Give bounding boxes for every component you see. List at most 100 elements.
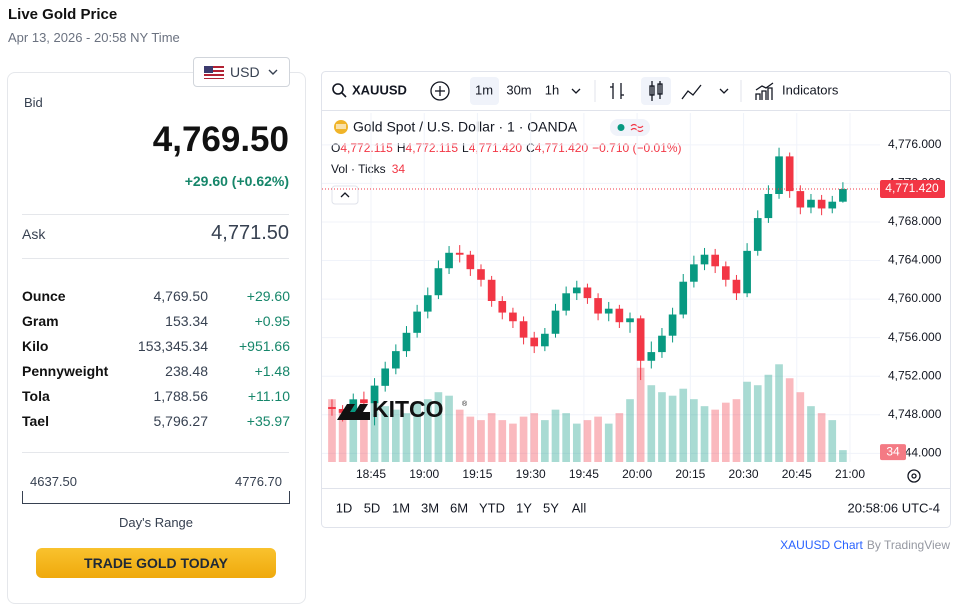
unit-price: 153.34 — [165, 313, 208, 329]
candle-body — [828, 201, 837, 209]
volume-bar — [551, 409, 560, 462]
range-button[interactable]: 1D — [336, 500, 353, 515]
collapse-button[interactable] — [331, 185, 359, 205]
bars-icon[interactable] — [610, 83, 624, 99]
compare-button[interactable] — [430, 81, 450, 101]
interval[interactable]: 30m — [506, 82, 531, 97]
volume-bar — [572, 423, 581, 462]
y-tick-label: 4,764.000 — [888, 253, 942, 267]
interval-menu[interactable] — [571, 88, 581, 94]
volume-bar — [328, 399, 336, 462]
unit-name: Tola — [22, 388, 50, 404]
candle-body — [328, 407, 336, 409]
candles-icon[interactable] — [649, 81, 663, 101]
chart-type-active — [641, 77, 671, 105]
range-button[interactable]: 1Y — [516, 500, 532, 515]
currency-select[interactable]: USD — [193, 57, 290, 87]
settings-icon[interactable] — [907, 469, 921, 483]
candle-body — [636, 318, 645, 361]
x-tick-label: 21:00 — [835, 467, 865, 481]
interval-active — [470, 77, 499, 105]
trademark: ® — [462, 400, 468, 408]
unit-change: +35.97 — [246, 413, 290, 429]
candle-body — [413, 311, 421, 333]
x-tick-label: 20:45 — [782, 467, 812, 481]
volume-bar — [402, 413, 411, 462]
ohlc-value: 4,772.115 — [340, 141, 393, 155]
candle-body — [572, 287, 581, 294]
candle-body — [423, 295, 432, 312]
y-tick-label: 4,756.000 — [888, 330, 942, 344]
unit-change: +1.48 — [254, 363, 290, 379]
indicators[interactable]: Indicators — [782, 82, 839, 97]
volume-bar — [828, 420, 837, 462]
collapse-icon — [340, 192, 350, 198]
volume-bar — [732, 399, 741, 462]
volume-bar — [423, 399, 432, 462]
unit-change: +0.95 — [254, 313, 290, 329]
candle-body — [477, 269, 485, 280]
candle-body — [434, 268, 443, 296]
range-button[interactable]: 5D — [364, 500, 381, 515]
interval[interactable]: 1m — [475, 82, 493, 97]
chart-type-menu[interactable] — [719, 88, 729, 94]
range-bar — [22, 491, 290, 504]
candle-body — [807, 199, 815, 208]
divider — [22, 258, 289, 259]
candle-body — [743, 250, 751, 294]
candle-body — [679, 281, 688, 315]
bid-change: +29.60 (+0.62%) — [184, 173, 289, 189]
volume-legend: Vol · Ticks 34 — [331, 162, 405, 176]
range-button[interactable]: YTD — [479, 500, 505, 515]
footer-link[interactable]: XAUUSD Chart — [780, 538, 863, 552]
candle-body — [530, 337, 539, 347]
footer: XAUUSD Chart By TradingView — [780, 538, 950, 552]
x-tick-label: 20:00 — [622, 467, 652, 481]
candle-body — [370, 385, 379, 404]
candle-body — [604, 308, 613, 314]
candle-body — [668, 314, 677, 336]
trade-button[interactable]: TRADE GOLD TODAY — [36, 548, 276, 578]
page-title: Live Gold Price — [8, 6, 118, 23]
volume-badge — [880, 444, 906, 461]
x-tick-label: 20:15 — [675, 467, 705, 481]
search-icon[interactable] — [332, 83, 347, 98]
candle-body — [455, 252, 464, 255]
volume-bar — [700, 406, 709, 462]
volume-bar — [434, 392, 443, 462]
symbol[interactable]: XAUUSD — [352, 82, 407, 97]
area-icon[interactable] — [681, 84, 702, 100]
volume-value: 34 — [392, 162, 406, 176]
candle-body — [626, 318, 634, 323]
footer-by[interactable]: By TradingView — [867, 538, 950, 552]
volume-bar — [360, 413, 368, 462]
volume-bar — [690, 399, 698, 462]
x-tick-label: 20:30 — [729, 467, 759, 481]
range-button[interactable]: All — [572, 500, 587, 515]
range-button[interactable]: 3M — [421, 500, 439, 515]
candle-body — [381, 368, 390, 386]
last-price-label: 4,771.420 — [885, 181, 939, 195]
unit-name: Pennyweight — [22, 363, 109, 379]
status-pill — [610, 119, 650, 136]
symbol-logo-bar — [336, 124, 346, 129]
candle-body — [753, 218, 762, 251]
candle-body — [541, 333, 549, 347]
market-open-dot — [617, 124, 625, 131]
volume-bar — [753, 385, 762, 462]
candle-body — [583, 287, 592, 299]
ohlc-key: H — [397, 141, 406, 155]
volume-bar — [807, 406, 815, 462]
volume-bar — [604, 423, 613, 462]
range-high: 4776.70 — [235, 474, 282, 489]
range-button[interactable]: 6M — [450, 500, 468, 515]
volume-bar — [445, 395, 453, 462]
indicators-icon[interactable] — [755, 82, 774, 100]
range-button[interactable]: 1M — [392, 500, 410, 515]
candle-body — [721, 266, 730, 280]
range-button[interactable]: 5Y — [543, 500, 559, 515]
volume-bar — [349, 402, 358, 462]
unit-price: 238.48 — [165, 363, 208, 379]
interval[interactable]: 1h — [545, 82, 559, 97]
candle-body — [839, 188, 847, 202]
